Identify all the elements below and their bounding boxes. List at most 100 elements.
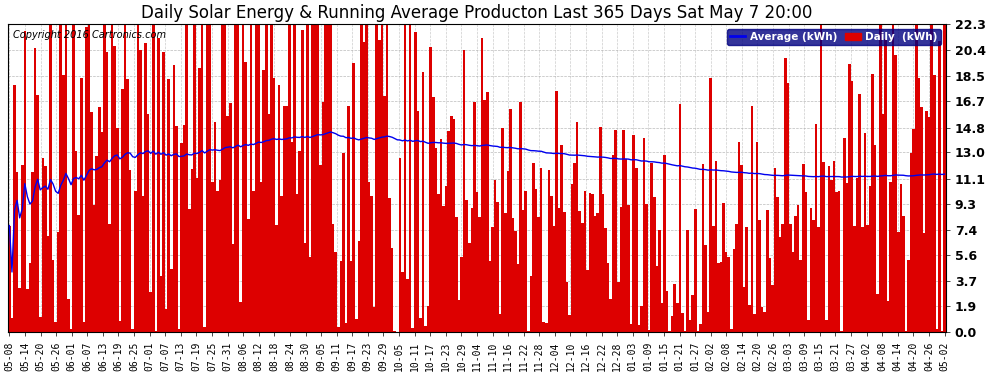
Bar [67,299,69,332]
Bar [766,210,768,332]
Bar [802,165,805,332]
Bar [707,312,710,332]
Bar [517,264,520,332]
Bar [362,42,365,332]
Bar [805,192,807,332]
Bar [129,170,132,332]
Bar [825,320,828,332]
Bar [314,24,317,332]
Bar [499,314,501,332]
Legend: Average (kWh), Daily  (kWh): Average (kWh), Daily (kWh) [727,29,940,45]
Bar [863,133,866,332]
Bar [738,142,741,332]
Bar [645,204,647,332]
Bar [322,102,324,332]
Bar [647,330,650,332]
Bar [430,47,432,332]
Bar [650,163,653,332]
Bar [745,228,748,332]
Bar [586,270,589,332]
Bar [460,257,463,332]
Bar [360,24,362,332]
Bar [229,103,232,332]
Bar [856,178,858,332]
Bar [29,262,32,332]
Bar [435,148,438,332]
Bar [62,75,64,332]
Bar [501,128,504,332]
Bar [175,126,177,332]
Bar [162,52,164,332]
Bar [625,159,628,332]
Bar [540,168,543,332]
Bar [254,24,257,332]
Bar [93,205,95,332]
Bar [399,158,401,332]
Bar [710,78,712,332]
Bar [871,74,874,332]
Bar [152,24,154,332]
Bar [370,196,373,332]
Bar [784,58,786,332]
Bar [643,138,645,332]
Bar [50,24,51,332]
Bar [332,224,335,332]
Bar [304,243,306,332]
Bar [64,24,67,332]
Bar [699,324,702,332]
Bar [583,191,586,332]
Bar [565,282,568,332]
Bar [866,225,869,332]
Bar [51,260,54,332]
Bar [443,206,445,332]
Bar [222,24,224,332]
Bar [85,27,88,332]
Bar [457,300,460,332]
Bar [37,94,39,332]
Bar [915,24,918,332]
Bar [779,237,781,332]
Bar [278,86,280,332]
Bar [386,24,388,332]
Bar [673,284,676,332]
Bar [240,302,242,332]
Bar [134,191,137,332]
Bar [77,215,80,332]
Bar [59,24,62,332]
Bar [483,100,486,332]
Bar [298,151,301,332]
Bar [380,24,383,332]
Bar [905,331,907,332]
Bar [581,223,583,332]
Bar [283,106,285,332]
Bar [936,329,939,332]
Bar [237,24,240,332]
Bar [807,320,810,332]
Bar [301,30,304,332]
Bar [663,155,666,332]
Bar [741,165,742,332]
Bar [280,196,283,332]
Bar [681,313,684,332]
Bar [357,241,360,332]
Bar [573,163,576,332]
Bar [140,50,142,332]
Bar [527,331,530,332]
Bar [285,105,288,332]
Bar [47,236,50,332]
Bar [940,331,943,332]
Bar [771,285,773,332]
Bar [678,104,681,332]
Bar [154,331,157,332]
Bar [475,192,478,332]
Bar [923,233,926,332]
Bar [900,184,902,332]
Bar [633,135,635,332]
Bar [658,230,660,332]
Bar [177,329,180,332]
Bar [26,289,29,332]
Bar [504,213,507,332]
Bar [609,298,612,332]
Bar [768,258,771,332]
Bar [823,162,825,332]
